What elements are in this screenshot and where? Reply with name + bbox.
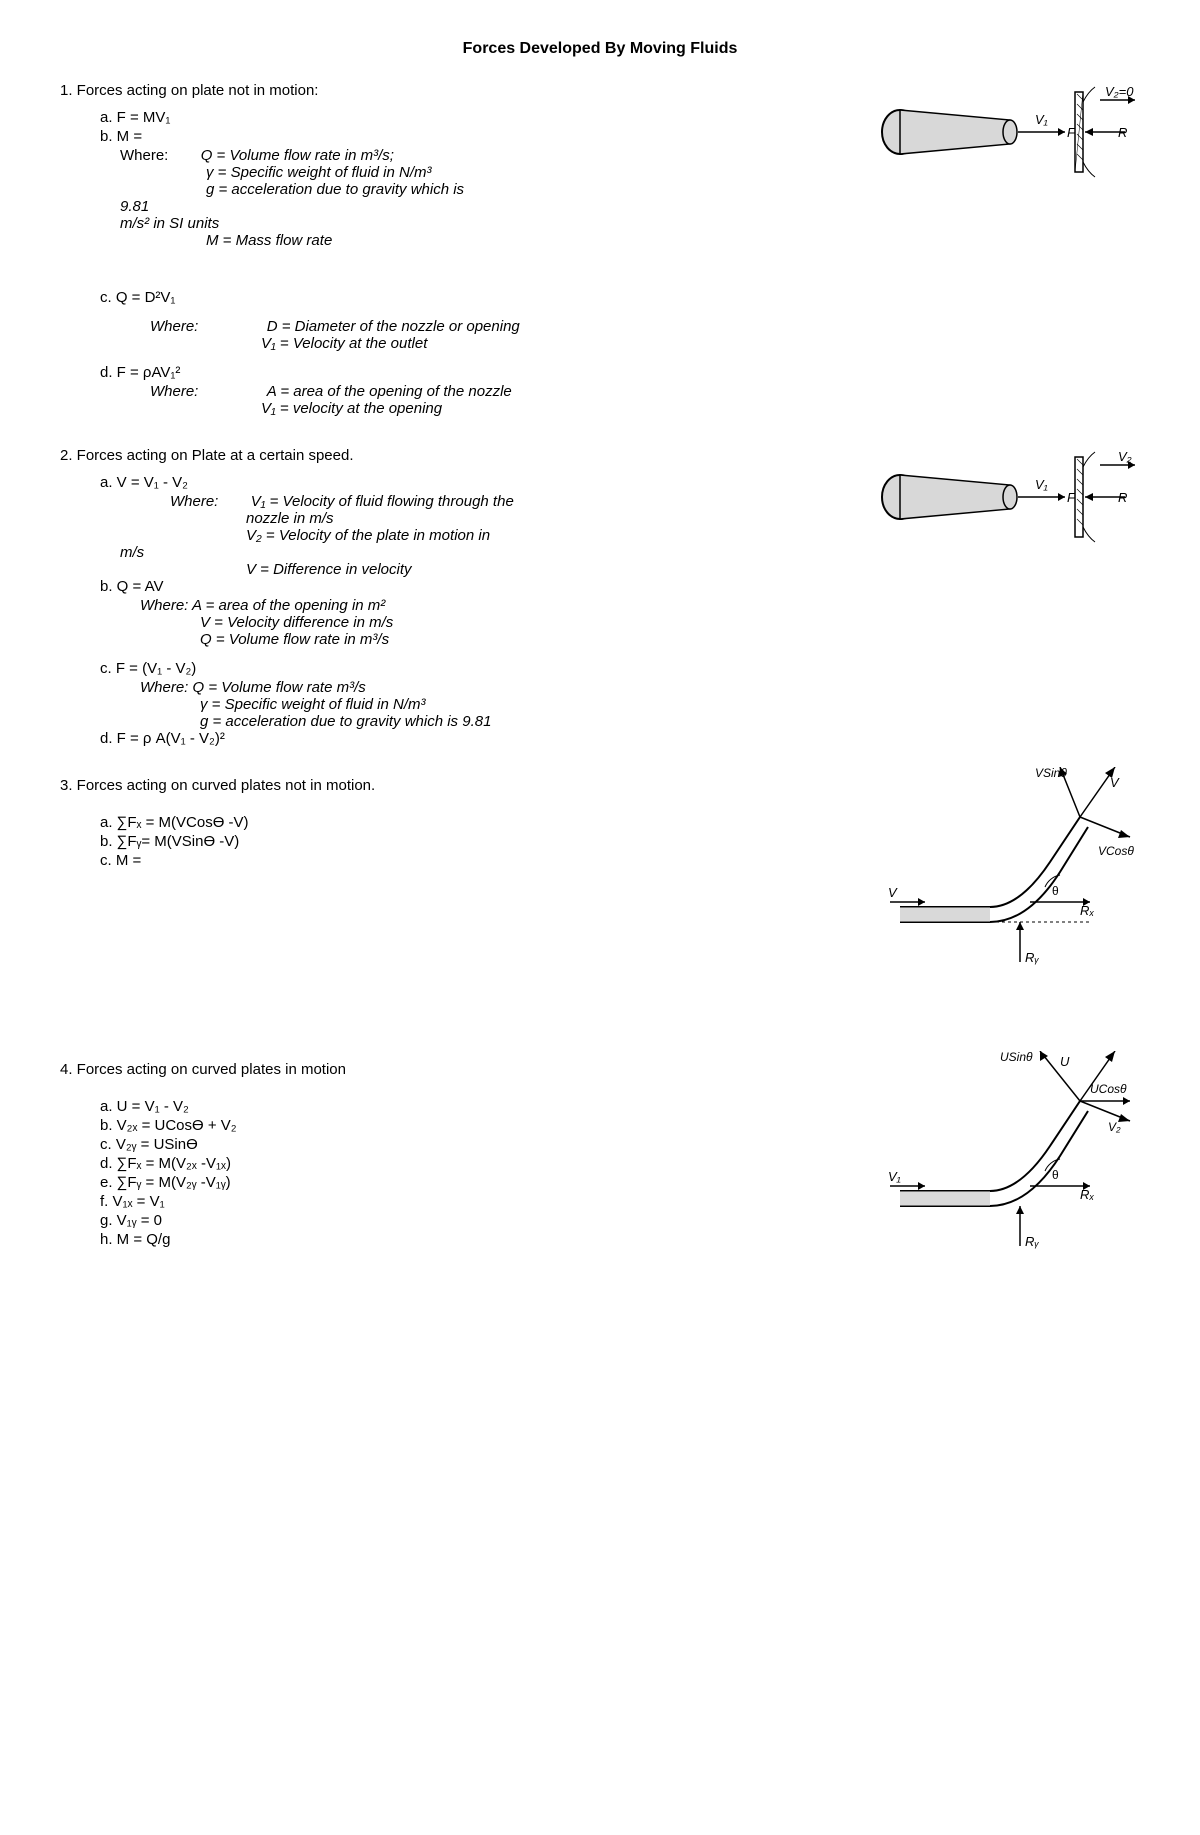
svg-text:V₁: V₁	[1035, 112, 1048, 127]
s4-a: a. U = V₁ - V₂	[100, 1098, 690, 1115]
s1-d-v1: V₁ = velocity at the opening	[261, 400, 690, 417]
svg-text:UCosθ: UCosθ	[1090, 1082, 1127, 1096]
figure-curved-plate-moving: V₁ U UCosθ V₂ USinθ θ Rₓ Rᵧ	[880, 1051, 1140, 1251]
s1-gval: 9.81	[120, 198, 690, 215]
s2-d: d. F = ρ A(V₁ - V₂)²	[100, 730, 690, 747]
s4-d: d. ∑Fₓ = M(V₂ₓ -V₁ₓ)	[100, 1155, 690, 1172]
section-3: V V VCosθ VSinθ θ Rₓ Rᵧ 3. Forces acting…	[60, 777, 1140, 1031]
s2-a-v2: V₂ = Velocity of the plate in motion in	[246, 527, 690, 544]
s2-b-q: Q = Volume flow rate in m³/s	[200, 631, 690, 648]
s1-c-v1: V₁ = Velocity at the outlet	[261, 335, 690, 352]
s2-a-where: Where:	[170, 493, 218, 510]
svg-text:F: F	[1067, 125, 1076, 140]
s2-c-gamma: γ = Specific weight of fluid in N/m³	[200, 696, 690, 713]
svg-text:Rₓ: Rₓ	[1080, 1187, 1094, 1202]
svg-text:Rᵧ: Rᵧ	[1025, 1234, 1039, 1249]
s2-a-nozzle: nozzle in m/s	[246, 510, 690, 527]
svg-text:F: F	[1067, 490, 1076, 505]
svg-text:V₁: V₁	[1035, 477, 1048, 492]
svg-text:Rᵧ: Rᵧ	[1025, 950, 1039, 965]
s2-c: c. F = (V₁ - V₂)	[100, 660, 690, 677]
s4-b: b. V₂ₓ = UCosϴ + V₂	[100, 1117, 690, 1134]
svg-text:V: V	[1110, 775, 1120, 790]
s1-d: d. F = ρAV₁²	[100, 364, 690, 381]
s2-b: b. Q = AV	[100, 578, 690, 595]
svg-text:θ: θ	[1052, 884, 1059, 898]
svg-text:V₂=0: V₂=0	[1105, 84, 1134, 99]
s2-a: a. V = V₁ - V₂	[100, 474, 690, 491]
page-title: Forces Developed By Moving Fluids	[60, 40, 1140, 58]
figure-nozzle-plate-static: V₁ F V₂=0 R	[860, 82, 1140, 192]
s1-d-where: Where:	[150, 383, 198, 400]
s1-g: g = acceleration due to gravity which is	[206, 181, 690, 198]
svg-text:V₁: V₁	[888, 1169, 901, 1184]
s2-b-v: V = Velocity difference in m/s	[200, 614, 690, 631]
s4-g: g. V₁ᵧ = 0	[100, 1212, 690, 1229]
figure-nozzle-plate-moving: V₁ F V₂ R	[860, 447, 1140, 557]
s1-a: a. F = MV₁	[100, 109, 690, 126]
svg-text:V: V	[888, 885, 898, 900]
s1-gunits: m/s² in SI units	[120, 215, 690, 232]
s2-c-where: Where: Q = Volume flow rate m³/s	[140, 679, 690, 696]
s1-d-a: A = area of the opening of the nozzle	[267, 383, 512, 400]
s4-f: f. V₁ₓ = V₁	[100, 1193, 690, 1210]
svg-text:VSinθ: VSinθ	[1035, 767, 1067, 780]
s2-a-v1: V₁ = Velocity of fluid flowing through t…	[251, 493, 514, 510]
svg-text:VCosθ: VCosθ	[1098, 844, 1134, 858]
s2-a-ms: m/s	[120, 544, 690, 561]
svg-text:V₂: V₂	[1118, 449, 1132, 464]
s4-h: h. M = Q/g	[100, 1231, 690, 1248]
svg-text:R: R	[1118, 125, 1127, 140]
section1-heading: 1. Forces acting on plate not in motion:	[60, 82, 690, 99]
svg-text:R: R	[1118, 490, 1127, 505]
s4-c: c. V₂ᵧ = USinϴ	[100, 1136, 690, 1153]
figure-curved-plate-static: V V VCosθ VSinθ θ Rₓ Rᵧ	[880, 767, 1140, 967]
section-4: V₁ U UCosθ V₂ USinθ θ Rₓ Rᵧ 4. Force	[60, 1061, 1140, 1248]
where-label: Where:	[120, 147, 168, 164]
svg-text:U: U	[1060, 1054, 1070, 1069]
section2-heading: 2. Forces acting on Plate at a certain s…	[60, 447, 690, 464]
section4-heading: 4. Forces acting on curved plates in mot…	[60, 1061, 690, 1078]
section-2: V₁ F V₂ R 2. Forces acting on Plate at a…	[60, 447, 1140, 747]
svg-text:V₂: V₂	[1108, 1120, 1121, 1134]
s2-a-v: V = Difference in velocity	[246, 561, 690, 578]
s1-c: c. Q = D²V₁	[100, 289, 690, 306]
s1-b: b. M =	[100, 128, 690, 145]
svg-text:USinθ: USinθ	[1000, 1051, 1033, 1064]
s4-e: e. ∑Fᵧ = M(V₂ᵧ -V₁ᵧ)	[100, 1174, 690, 1191]
s3-b: b. ∑Fᵧ= M(VSinϴ -V)	[100, 833, 690, 850]
s2-b-where: Where: A = area of the opening in m²	[140, 597, 690, 614]
svg-text:θ: θ	[1052, 1168, 1059, 1182]
s1-m: M = Mass flow rate	[206, 232, 690, 249]
s2-c-g: g = acceleration due to gravity which is…	[200, 713, 690, 730]
svg-text:Rₓ: Rₓ	[1080, 903, 1094, 918]
s3-a: a. ∑Fₓ = M(VCosϴ -V)	[100, 814, 690, 831]
s1-q-def: Q = Volume flow rate in m³/s;	[201, 147, 394, 164]
s1-gamma: γ = Specific weight of fluid in N/m³	[206, 164, 690, 181]
s1-c-where: Where:	[150, 318, 198, 335]
section3-heading: 3. Forces acting on curved plates not in…	[60, 777, 690, 794]
section-1: V₁ F V₂=0 R 1. Forces acting on plate no…	[60, 82, 1140, 417]
s1-c-d: D = Diameter of the nozzle or opening	[267, 318, 520, 335]
s3-c: c. M =	[100, 852, 690, 869]
